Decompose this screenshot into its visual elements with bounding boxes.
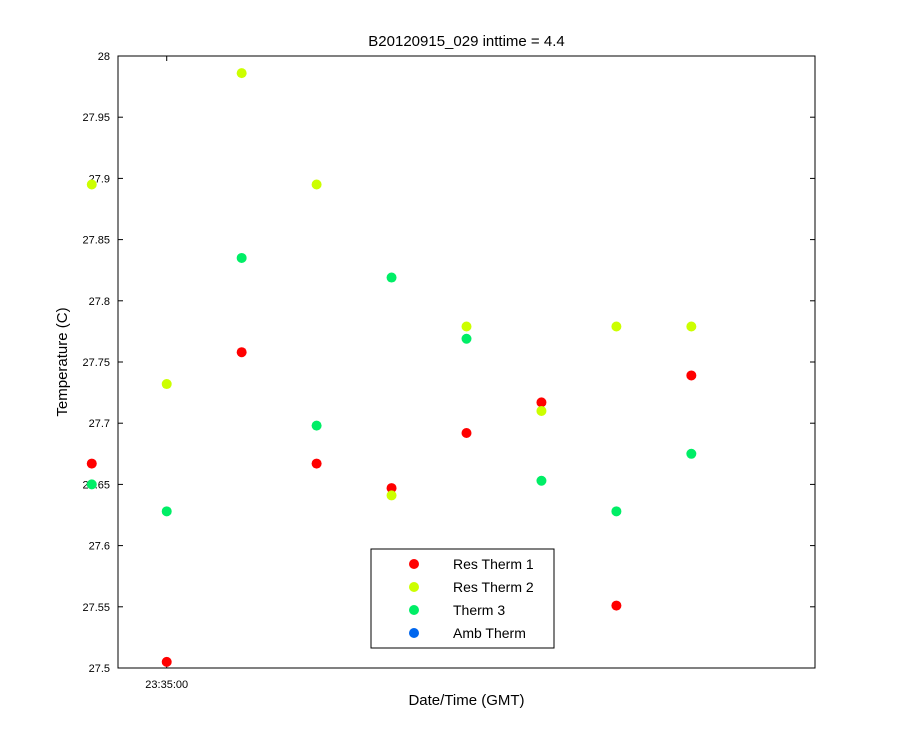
data-point-therm-3 (311, 420, 322, 431)
data-points (86, 68, 697, 667)
legend: Res Therm 1 Res Therm 2 Therm 3 Amb Therm (370, 548, 555, 649)
y-tick-label: 27.8 (89, 296, 110, 308)
data-point-res-therm-2 (386, 490, 397, 501)
data-point-therm-3 (236, 252, 247, 263)
data-point-res-therm-1 (311, 458, 322, 469)
legend-label: Res Therm 1 (453, 556, 534, 572)
data-point-therm-3 (461, 333, 472, 344)
x-axis-label: Date/Time (GMT) (408, 692, 524, 709)
data-point-res-therm-2 (236, 68, 247, 79)
data-point-res-therm-1 (611, 600, 622, 611)
data-point-therm-3 (161, 506, 172, 517)
legend-label: Res Therm 2 (453, 579, 534, 595)
y-tick-label: 28 (98, 51, 110, 63)
x-tick-label: 23:35:00 (145, 679, 188, 691)
y-tick-label: 27.75 (82, 357, 110, 369)
data-point-res-therm-2 (686, 321, 697, 332)
data-point-res-therm-2 (311, 179, 322, 190)
y-tick-label: 27.95 (82, 112, 110, 124)
legend-marker (409, 605, 419, 615)
y-axis-label: Temperature (C) (54, 307, 71, 416)
y-tick-label: 27.6 (89, 541, 110, 553)
chart-title: B20120915_029 inttime = 4.4 (368, 33, 564, 50)
data-point-therm-3 (611, 506, 622, 517)
data-point-res-therm-1 (686, 370, 697, 381)
data-point-res-therm-2 (161, 379, 172, 390)
data-point-therm-3 (86, 479, 97, 490)
data-point-res-therm-2 (461, 321, 472, 332)
data-point-res-therm-1 (86, 458, 97, 469)
legend-label: Therm 3 (453, 602, 505, 618)
data-point-res-therm-1 (161, 656, 172, 667)
data-point-res-therm-2 (611, 321, 622, 332)
data-point-res-therm-1 (461, 427, 472, 438)
legend-box (370, 548, 555, 649)
y-tick-label: 27.55 (82, 602, 110, 614)
y-tick-label: 27.85 (82, 235, 110, 247)
legend-marker (409, 628, 419, 638)
data-point-res-therm-1 (536, 397, 547, 408)
data-point-res-therm-2 (86, 179, 97, 190)
data-point-res-therm-1 (236, 347, 247, 358)
y-tick-label: 27.5 (89, 663, 110, 675)
y-tick-label: 27.7 (89, 418, 110, 430)
data-point-therm-3 (386, 272, 397, 283)
legend-marker (409, 582, 419, 592)
data-point-therm-3 (686, 448, 697, 459)
legend-label: Amb Therm (453, 625, 526, 641)
data-point-res-therm-1 (386, 483, 397, 494)
legend-marker (409, 559, 419, 569)
data-point-therm-3 (536, 475, 547, 486)
data-point-res-therm-2 (536, 405, 547, 416)
